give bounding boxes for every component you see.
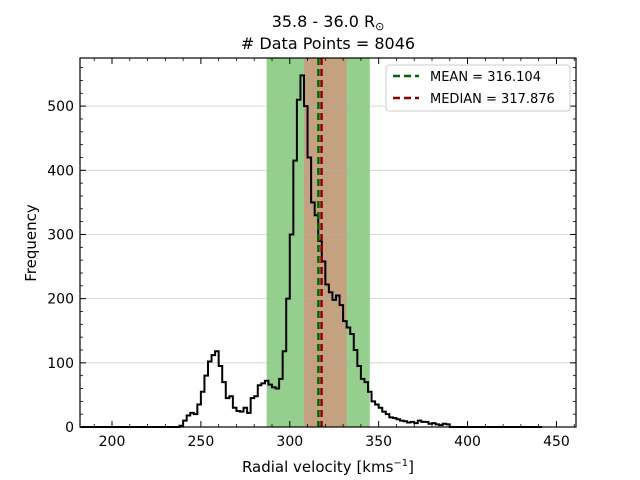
legend-box [385,64,571,112]
x-tick-label: 350 [365,434,392,450]
y-tick-label: 400 [47,163,74,179]
legend: MEAN = 316.104 MEDIAN = 317.876 [385,64,571,112]
axis-ticks: 200 250 300 350 400 450 0 100 200 300 400 500 [47,58,576,450]
legend-median-label: MEDIAN = 317.876 [430,92,555,107]
y-tick-label: 300 [47,227,74,243]
x-tick-label: 450 [543,434,570,450]
stat-lines [317,58,323,427]
y-tick-label: 0 [65,420,74,436]
x-tick-label: 300 [276,434,303,450]
y-tick-label: 100 [47,356,74,372]
y-tick-label: 200 [47,292,74,308]
histogram [80,74,543,428]
chart-title-line1: 35.8 - 36.0 R⊙ [272,12,385,33]
x-tick-label: 250 [188,434,215,450]
x-tick-label: 200 [99,434,126,450]
y-tick-label: 500 [47,99,74,115]
inner-band [304,58,347,427]
x-tick-label: 400 [454,434,481,450]
chart-title-line2: # Data Points = 8046 [241,34,415,53]
x-axis-label: Radial velocity [kms−1] [242,458,414,476]
y-axis-label: Frequency [22,204,40,282]
histogram-step-line [80,74,543,428]
plot-frame [79,57,577,428]
legend-mean-label: MEAN = 316.104 [430,70,541,85]
